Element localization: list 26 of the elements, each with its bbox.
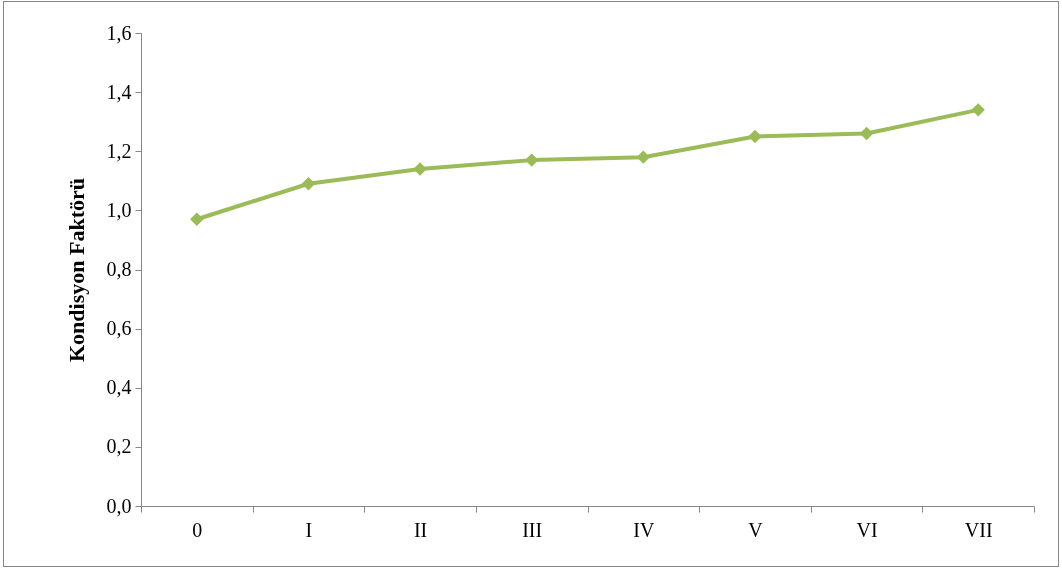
point bbox=[971, 103, 985, 117]
x-tick-label: III bbox=[522, 518, 543, 541]
y-tick-label: 0,2 bbox=[106, 435, 132, 458]
x-tick-label: VII bbox=[964, 518, 993, 541]
x-tick-label: 0 bbox=[192, 518, 203, 541]
y-tick-label: 0,8 bbox=[106, 258, 132, 280]
y-tick-label: 0,4 bbox=[106, 376, 132, 399]
y-tick-label: 0,6 bbox=[106, 317, 132, 340]
point bbox=[859, 126, 874, 141]
x-tick-label: I bbox=[305, 518, 313, 541]
x-tick-label: IV bbox=[633, 518, 655, 541]
y-tick-label: 1,6 bbox=[106, 21, 132, 44]
y-tick-label: 0,0 bbox=[106, 494, 132, 517]
point bbox=[301, 177, 316, 191]
point bbox=[190, 212, 204, 226]
point bbox=[748, 129, 762, 144]
x-tick-label: II bbox=[413, 518, 428, 541]
y-tick-label: 1,2 bbox=[106, 139, 132, 162]
point bbox=[636, 150, 651, 164]
y-tick-label: 1,0 bbox=[106, 198, 132, 221]
point bbox=[413, 162, 427, 176]
point bbox=[524, 153, 539, 167]
x-tick-label: V bbox=[748, 518, 764, 541]
x-tick-label: VI bbox=[856, 518, 878, 541]
y-axis-title: Kondisyon Faktörü bbox=[63, 178, 89, 362]
y-tick-label: 1,4 bbox=[106, 80, 132, 103]
